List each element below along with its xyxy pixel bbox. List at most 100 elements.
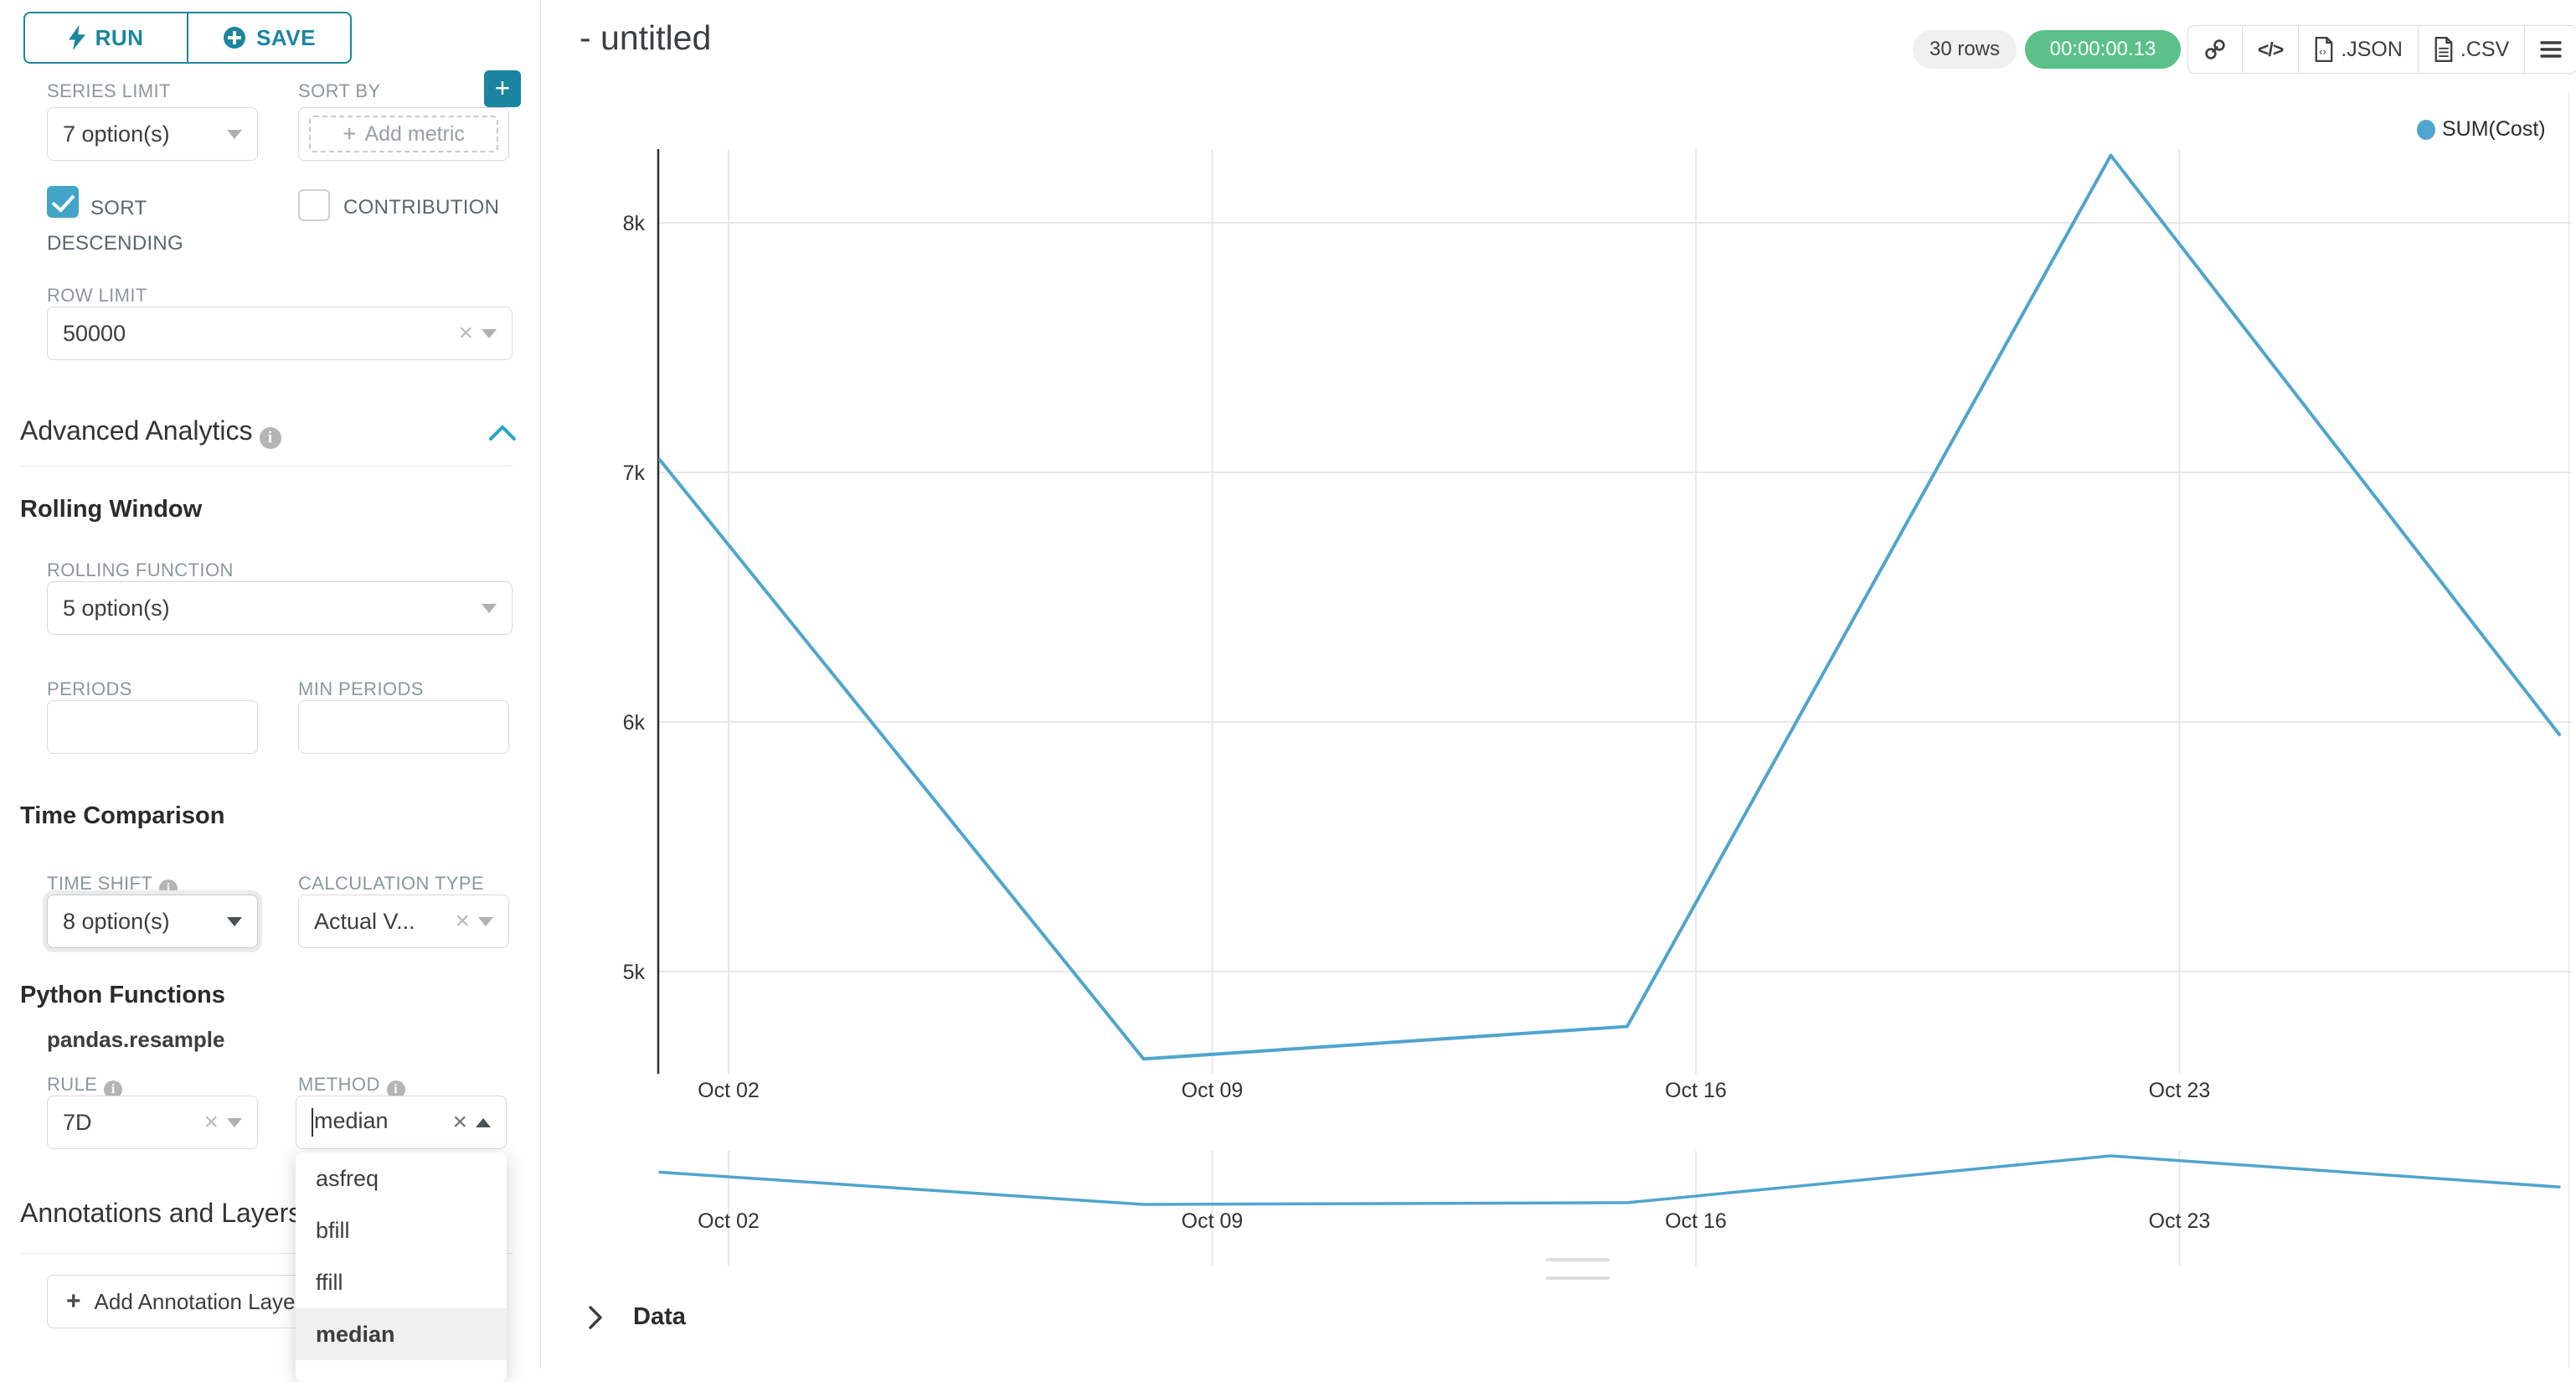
sort-descending-checkbox[interactable] [47,186,79,218]
min-periods-label: MIN PERIODS [298,678,424,699]
more-options-button[interactable] [2524,26,2576,73]
series-limit-label: SERIES LIMIT [47,80,171,101]
svg-text:Oct 23: Oct 23 [2149,1079,2211,1102]
advanced-analytics-header[interactable]: Advanced Analytics i [20,415,281,449]
method-value: median [312,1108,444,1137]
svg-text:Oct 16: Oct 16 [1665,1209,1727,1233]
svg-text:Oct 23: Oct 23 [2149,1209,2211,1233]
chevron-down-icon [478,916,493,926]
calculation-type-select[interactable]: Actual V... × [298,895,509,948]
time-comparison-header: Time Comparison [20,802,225,829]
clear-icon[interactable]: × [204,1108,219,1136]
rule-select[interactable]: 7D × [47,1096,258,1149]
section-divider [20,466,513,467]
row-limit-label: ROW LIMIT [47,285,147,306]
series-limit-value: 7 option(s) [63,121,170,147]
plus-icon: + [66,1287,81,1315]
csv-file-icon [2434,37,2453,62]
svg-text:5k: 5k [623,961,646,984]
sort-descending-label: SORT DESCENDING [47,197,184,255]
legend-series-dot [2417,119,2435,140]
row-limit-value: 50000 [63,320,126,346]
method-option-asfreq[interactable]: asfreq [316,1166,379,1191]
method-option-ffill[interactable]: ffill [316,1270,343,1295]
control-panel-sidebar: RUN SAVE SERIES LIMIT SORT BY + 7 option… [0,0,541,1382]
info-icon[interactable]: i [259,427,281,449]
svg-text:Oct 16: Oct 16 [1665,1079,1727,1102]
chevron-down-icon [227,916,242,926]
run-button[interactable]: RUN [25,13,188,62]
chevron-down-icon [482,603,497,613]
sort-by-select[interactable]: + Add metric [298,107,509,161]
svg-text:Oct 02: Oct 02 [698,1079,760,1102]
time-shift-select[interactable]: 8 option(s) [47,895,258,948]
svg-text:‹›: ‹› [2319,46,2326,58]
calculation-type-label: CALCULATION TYPE [298,873,484,894]
data-panel-label: Data [633,1303,686,1330]
method-option-bfill[interactable]: bfill [316,1218,350,1243]
save-button-label: SAVE [256,24,316,50]
chevron-down-icon [227,129,242,139]
section-divider [20,1253,513,1254]
row-count-badge: 30 rows [1913,30,2017,69]
json-file-icon: ‹› [2315,37,2333,62]
export-json-button[interactable]: ‹› .JSON [2298,26,2418,73]
link-icon [2205,39,2225,59]
svg-text:6k: 6k [623,711,646,735]
chevron-up-icon [476,1117,491,1127]
time-shift-value: 8 option(s) [63,908,170,934]
line-chart[interactable]: 8k 7k 6k 5k Oct 02 Oct 02 Oct 09 Oct 09 Oct 16 Oc… [541,0,2576,1369]
rolling-function-value: 5 option(s) [63,595,170,621]
periods-input[interactable] [47,700,258,754]
export-json-label: .JSON [2341,37,2403,61]
chevron-down-icon [482,328,497,338]
save-button[interactable]: SAVE [188,13,350,62]
plus-circle-icon [224,27,246,49]
info-icon[interactable]: i [104,1080,123,1099]
data-panel-toggle[interactable]: Data [588,1303,686,1331]
row-limit-select[interactable]: 50000 × [47,307,513,360]
hamburger-menu-icon [2540,41,2562,58]
clear-icon[interactable]: × [455,907,470,935]
plus-icon: + [343,121,357,147]
advanced-analytics-title: Advanced Analytics [20,415,253,446]
clear-icon[interactable]: × [452,1108,467,1136]
chart-actions-toolbar: </> ‹› .JSON .CSV [2187,25,2576,74]
chevron-up-icon[interactable] [487,424,518,442]
svg-text:Oct 09: Oct 09 [1182,1209,1244,1233]
series-limit-select[interactable]: 7 option(s) [47,107,258,161]
embed-code-button[interactable]: </> [2242,26,2298,73]
chevron-down-icon [227,1117,242,1127]
pandas-resample-label: pandas.resample [47,1027,225,1052]
svg-text:Oct 02: Oct 02 [698,1209,760,1233]
chart-title[interactable]: - untitled [580,18,712,57]
info-icon[interactable]: i [386,1080,405,1099]
python-functions-header: Python Functions [20,982,225,1008]
add-sort-metric-button[interactable]: + [484,70,521,107]
rule-label: RULE i [47,1074,123,1099]
clear-icon[interactable]: × [458,319,473,347]
copy-link-button[interactable] [2188,26,2242,73]
annotations-header: Annotations and Layers [20,1198,302,1228]
rolling-function-select[interactable]: 5 option(s) [47,581,513,635]
chart-legend[interactable]: SUM(Cost) [2417,117,2546,142]
time-shift-label: TIME SHIFT i [47,873,178,898]
svg-text:Oct 09: Oct 09 [1182,1079,1244,1102]
lightning-bolt-icon [68,25,85,50]
method-label: METHOD i [298,1074,405,1099]
chart-panel: - untitled 30 rows 00:00:00.13 </> ‹› .J… [541,0,2576,1369]
rolling-window-header: Rolling Window [20,496,203,523]
contribution-checkbox[interactable] [298,189,330,221]
method-option-median[interactable]: median [296,1308,507,1360]
add-metric-chip[interactable]: + Add metric [309,116,498,152]
query-timer-badge: 00:00:00.13 [2025,30,2181,69]
method-combobox[interactable]: median × [296,1096,507,1149]
contribution-label: CONTRIBUTION [343,196,500,219]
text-cursor [312,1108,313,1137]
sort-by-label: SORT BY [298,80,381,101]
chevron-right-icon [588,1305,603,1330]
info-icon[interactable]: i [159,879,178,898]
min-periods-input[interactable] [298,700,509,754]
export-csv-button[interactable]: .CSV [2417,26,2524,73]
rule-value: 7D [63,1109,92,1135]
